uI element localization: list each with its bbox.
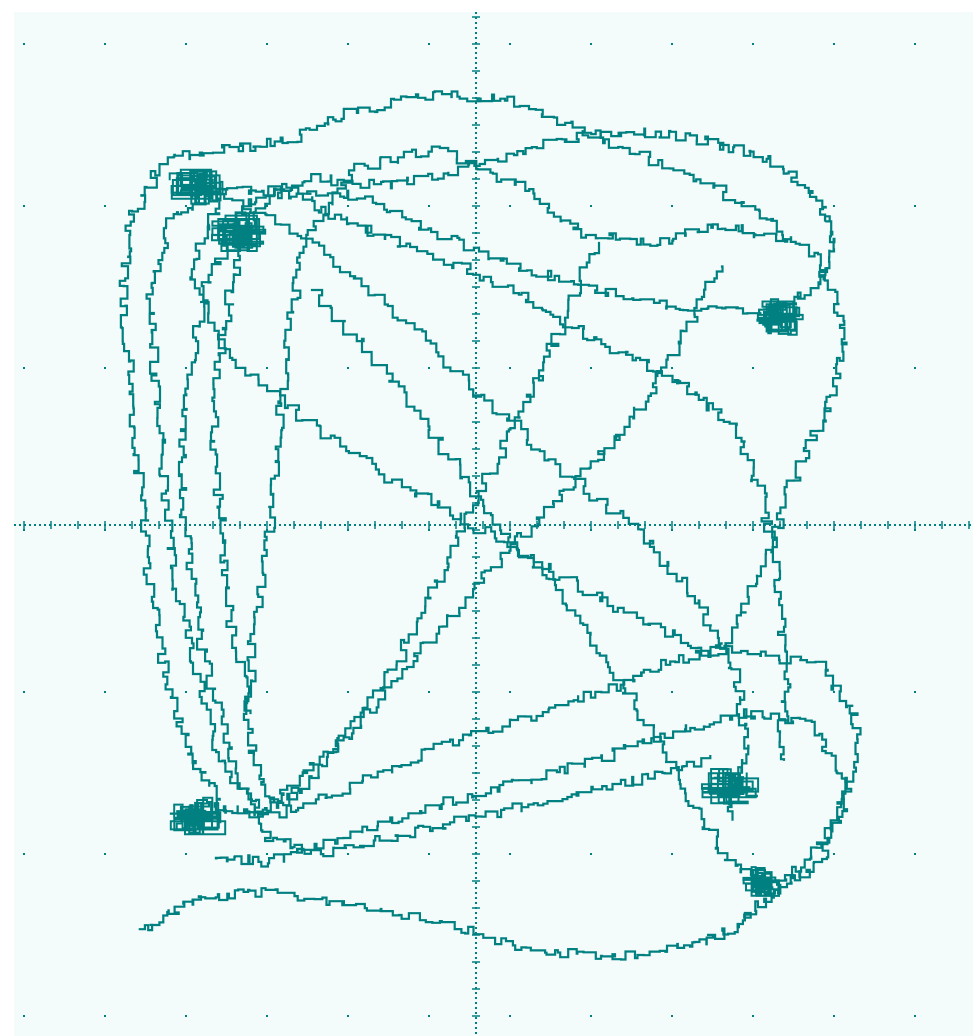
grid-dot — [752, 367, 754, 369]
grid-dot — [509, 367, 511, 369]
grid-dot — [266, 529, 268, 531]
plot-area — [14, 12, 973, 1036]
grid-dot — [914, 529, 916, 531]
grid-dot — [914, 691, 916, 693]
grid-dot — [185, 1015, 187, 1017]
grid-dot — [671, 367, 673, 369]
grid-dot — [833, 853, 835, 855]
grid-dot — [509, 43, 511, 45]
grid-dot — [509, 205, 511, 207]
grid-dot — [266, 367, 268, 369]
grid-dot — [833, 367, 835, 369]
grid-dot — [428, 43, 430, 45]
grid-dot — [185, 205, 187, 207]
grid-dot — [752, 853, 754, 855]
grid-dot — [428, 367, 430, 369]
grid-dot — [104, 43, 106, 45]
grid-dot — [671, 691, 673, 693]
trajectory-line-3 — [214, 288, 847, 895]
grid-dot — [23, 43, 25, 45]
grid-dot — [671, 853, 673, 855]
trajectory-cluster-4 — [701, 768, 760, 807]
grid-dot — [752, 691, 754, 693]
grid-dot — [671, 43, 673, 45]
trajectory-cluster-6 — [742, 866, 780, 897]
trajectory-line-2 — [177, 127, 836, 858]
grid-dot — [833, 205, 835, 207]
grid-dot — [104, 367, 106, 369]
grid-dot — [347, 853, 349, 855]
grid-dot — [833, 43, 835, 45]
grid-dot — [590, 367, 592, 369]
grid-dot — [266, 43, 268, 45]
grid-dot — [914, 43, 916, 45]
grid-dot — [428, 1015, 430, 1017]
grid-dot — [752, 529, 754, 531]
trajectory-chart — [14, 12, 973, 1036]
grid-dots — [23, 43, 916, 1017]
grid-dot — [347, 43, 349, 45]
trajectory-cluster-3 — [169, 796, 227, 836]
grid-dot — [590, 205, 592, 207]
grid-dot — [347, 1015, 349, 1017]
grid-dot — [266, 205, 268, 207]
grid-dot — [914, 205, 916, 207]
grid-dot — [104, 205, 106, 207]
grid-dot — [23, 529, 25, 531]
grid-dot — [428, 691, 430, 693]
grid-dot — [23, 691, 25, 693]
grid-dot — [914, 367, 916, 369]
grid-dot — [509, 1015, 511, 1017]
grid-dot — [347, 205, 349, 207]
grid-dot — [266, 853, 268, 855]
axis-ticks — [23, 16, 970, 1017]
grid-dot — [185, 853, 187, 855]
grid-dot — [833, 1015, 835, 1017]
trajectory-line-4 — [145, 185, 792, 818]
grid-dot — [509, 529, 511, 531]
grid-dot — [266, 691, 268, 693]
trajectory-cluster-5 — [756, 298, 804, 336]
grid-dot — [833, 691, 835, 693]
grid-dot — [509, 853, 511, 855]
grid-dot — [671, 529, 673, 531]
trajectory-line-5 — [242, 145, 789, 804]
grid-dot — [428, 853, 430, 855]
grid-dot — [752, 43, 754, 45]
grid-dot — [590, 529, 592, 531]
grid-dot — [104, 853, 106, 855]
grid-dot — [185, 43, 187, 45]
grid-dot — [428, 205, 430, 207]
dense-clusters — [168, 168, 804, 897]
grid-dot — [185, 367, 187, 369]
grid-dot — [590, 853, 592, 855]
grid-dot — [752, 1015, 754, 1017]
grid-dot — [914, 853, 916, 855]
grid-dot — [590, 1015, 592, 1017]
grid-dot — [185, 691, 187, 693]
grid-dot — [104, 691, 106, 693]
grid-dot — [23, 367, 25, 369]
grid-dot — [23, 853, 25, 855]
trajectory-line-1 — [118, 90, 862, 961]
axes — [14, 12, 973, 1036]
grid-dot — [509, 691, 511, 693]
grid-dot — [104, 1015, 106, 1017]
grid-dot — [347, 529, 349, 531]
grid-dot — [833, 529, 835, 531]
grid-dot — [347, 367, 349, 369]
grid-dot — [590, 43, 592, 45]
grid-dot — [23, 1015, 25, 1017]
grid-dot — [671, 1015, 673, 1017]
grid-dot — [23, 205, 25, 207]
grid-dot — [914, 1015, 916, 1017]
grid-dot — [347, 691, 349, 693]
grid-dot — [428, 529, 430, 531]
grid-dot — [671, 205, 673, 207]
trajectory-series — [118, 90, 862, 961]
trajectory-cluster-2 — [211, 212, 267, 252]
grid-dot — [266, 1015, 268, 1017]
grid-dot — [104, 529, 106, 531]
trajectory-cluster-1 — [168, 168, 224, 205]
